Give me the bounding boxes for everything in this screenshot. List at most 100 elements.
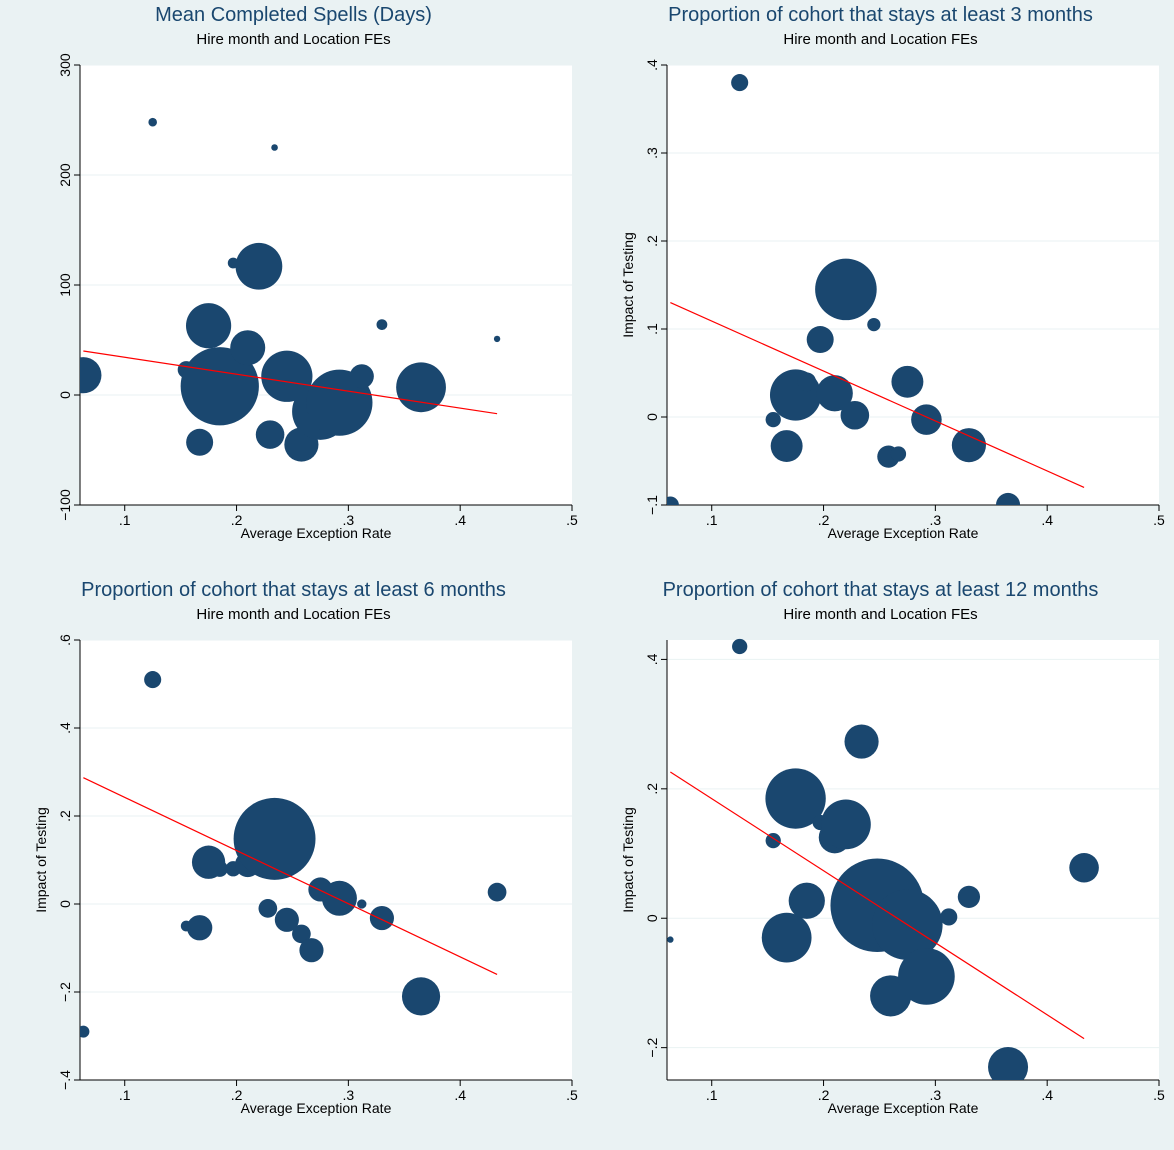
chart-title: Mean Completed Spells (Days) — [155, 4, 432, 26]
scatter-point — [797, 372, 817, 392]
scatter-point — [376, 319, 388, 330]
scatter-point — [770, 430, 803, 463]
fit-line — [670, 771, 1085, 1040]
scatter-point — [856, 513, 867, 524]
scatter-point — [180, 347, 259, 426]
scatter-point — [80, 357, 102, 394]
scatter-point — [186, 303, 232, 349]
chart-title: Proportion of cohort that stays at least… — [662, 579, 1099, 601]
fit-line — [670, 302, 1085, 488]
scatter-point — [292, 924, 311, 944]
y-tick-label: .6 — [57, 634, 73, 646]
scatter-point — [911, 404, 942, 435]
scatter-point — [357, 899, 367, 909]
scatter-point — [765, 412, 781, 428]
y-tick-label: 0 — [644, 413, 660, 421]
scatter-point — [369, 906, 394, 931]
scatter-point — [844, 724, 879, 759]
y-tick-label: .2 — [57, 810, 73, 822]
x-axis-label: Average Exception Rate — [241, 525, 392, 541]
x-tick-label: .5 — [1153, 1087, 1165, 1103]
y-tick-label: .2 — [644, 783, 660, 795]
scatter-point — [235, 242, 283, 290]
scatter-plot: −.2 0 .2 .4 .1 .2 .3 .4 .5 Average Exception Rate… — [620, 638, 1165, 1116]
scatter-point — [230, 330, 266, 366]
scatter-point — [233, 797, 316, 880]
scatter-point — [258, 899, 278, 918]
plot-area — [80, 640, 572, 1080]
scatter-point — [732, 638, 748, 655]
scatter-point — [898, 948, 955, 1005]
x-tick-label: .1 — [706, 1087, 718, 1103]
y-axis-label: Impact of Testing — [620, 232, 636, 338]
y-axis-label: Impact of Testing — [33, 807, 49, 913]
scatter-point — [349, 364, 374, 389]
scatter-point — [148, 117, 157, 127]
chart-panel-6-months: Proportion of cohort that stays at least… — [0, 575, 587, 1150]
scatter-point — [1071, 515, 1098, 542]
x-tick-label: .3 — [343, 1087, 355, 1103]
y-tick-label: −.4 — [57, 1070, 73, 1090]
scatter-point — [255, 420, 285, 449]
marker-group — [80, 671, 507, 1038]
scatter-point — [1069, 852, 1099, 883]
x-tick-label: .5 — [566, 512, 578, 528]
y-tick-label: 100 — [57, 273, 73, 297]
scatter-point — [80, 1025, 90, 1038]
scatter-point — [211, 860, 228, 877]
scatter-point — [493, 335, 501, 343]
scatter-point — [815, 258, 877, 321]
scatter-point — [271, 144, 278, 151]
chart-subtitle: Hire month and Location FEs — [783, 31, 978, 48]
x-tick-label: .1 — [119, 1087, 131, 1103]
y-tick-label: .2 — [644, 235, 660, 247]
x-axis-label: Average Exception Rate — [828, 525, 979, 541]
scatter-point — [951, 428, 986, 463]
scatter-point — [274, 907, 299, 932]
x-tick-label: .2 — [818, 512, 830, 528]
y-tick-label: 300 — [57, 53, 73, 77]
x-tick-label: .5 — [1153, 512, 1165, 528]
x-tick-label: .2 — [231, 1087, 243, 1103]
scatter-point — [765, 832, 781, 849]
x-tick-label: .4 — [1041, 1087, 1053, 1103]
scatter-plot: −.4 −.2 0 .2 .4 .6 .1 .2 .3 .4 .5 Average Exception… — [33, 634, 578, 1116]
fit-line — [83, 350, 498, 415]
y-tick-label: 0 — [57, 391, 73, 399]
y-tick-label: .3 — [644, 147, 660, 159]
chart-panel-12-months: Proportion of cohort that stays at least… — [587, 575, 1174, 1150]
x-tick-label: .3 — [343, 512, 355, 528]
scatter-point — [957, 885, 981, 909]
chart-title: Proportion of cohort that stays at least… — [668, 4, 1093, 26]
y-axis-label: Impact of Testing — [620, 807, 636, 913]
x-tick-label: .3 — [930, 512, 942, 528]
scatter-point — [186, 428, 214, 456]
chart-subtitle: Hire month and Location FEs — [196, 31, 391, 48]
scatter-point — [401, 977, 441, 1016]
chart-title: Proportion of cohort that stays at least… — [81, 579, 506, 601]
y-tick-label: .4 — [644, 59, 660, 71]
y-tick-label: .4 — [644, 653, 660, 665]
scatter-point — [788, 882, 825, 919]
chart-subtitle: Hire month and Location FEs — [196, 606, 391, 623]
scatter-point — [487, 882, 507, 902]
scatter-plot: −100 0 100 200 300 .1 .2 .3 .4 .5 Average Exceptio… — [57, 53, 578, 541]
x-tick-label: .1 — [706, 512, 718, 528]
scatter-point — [821, 799, 871, 850]
scatter-point — [942, 512, 955, 525]
chart-panel-mean-spells: Mean Completed Spells (Days) Hire month … — [0, 0, 587, 575]
scatter-point — [667, 936, 674, 943]
y-tick-label: .1 — [644, 323, 660, 335]
scatter-point — [995, 492, 1021, 505]
x-axis-label: Average Exception Rate — [241, 1100, 392, 1116]
y-tick-label: 0 — [57, 900, 73, 908]
chart-subtitle: Hire month and Location FEs — [783, 606, 978, 623]
scatter-point — [816, 375, 853, 412]
marker-group — [667, 74, 1098, 542]
x-tick-label: .5 — [566, 1087, 578, 1103]
y-tick-label: −.1 — [644, 495, 660, 515]
scatter-point — [731, 74, 749, 92]
scatter-plot: −.1 0 .1 .2 .3 .4 .1 .2 .3 .4 .5 Average Exception … — [620, 59, 1165, 542]
plot-area — [667, 65, 1159, 505]
x-tick-label: .2 — [231, 512, 243, 528]
